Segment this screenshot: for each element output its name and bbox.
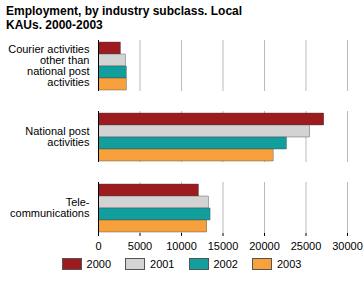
svg-text:20000: 20000	[249, 240, 280, 252]
html-text:Employment, by industry subcla: Employment, by industry subclass. Local …	[6, 4, 243, 32]
html-text:2000: 2000	[86, 258, 111, 270]
svg-text:5000: 5000	[128, 240, 152, 252]
svg-text:25000: 25000	[291, 240, 322, 252]
html-text:2002: 2002	[213, 258, 238, 270]
svg-text:0: 0	[95, 240, 101, 252]
svg-text:15000: 15000	[208, 240, 239, 252]
html-text:2003: 2003	[277, 258, 302, 270]
svg-text:National postactivities: National postactivities	[25, 125, 90, 148]
svg-text:30000: 30000	[332, 240, 363, 252]
html-text:2001: 2001	[150, 258, 175, 270]
svg-text:10000: 10000	[166, 240, 197, 252]
svg-text:Tele-communications: Tele-communications	[10, 196, 90, 219]
svg-text:Courier activitiesother thanna: Courier activitiesother thannational pos…	[8, 43, 90, 88]
